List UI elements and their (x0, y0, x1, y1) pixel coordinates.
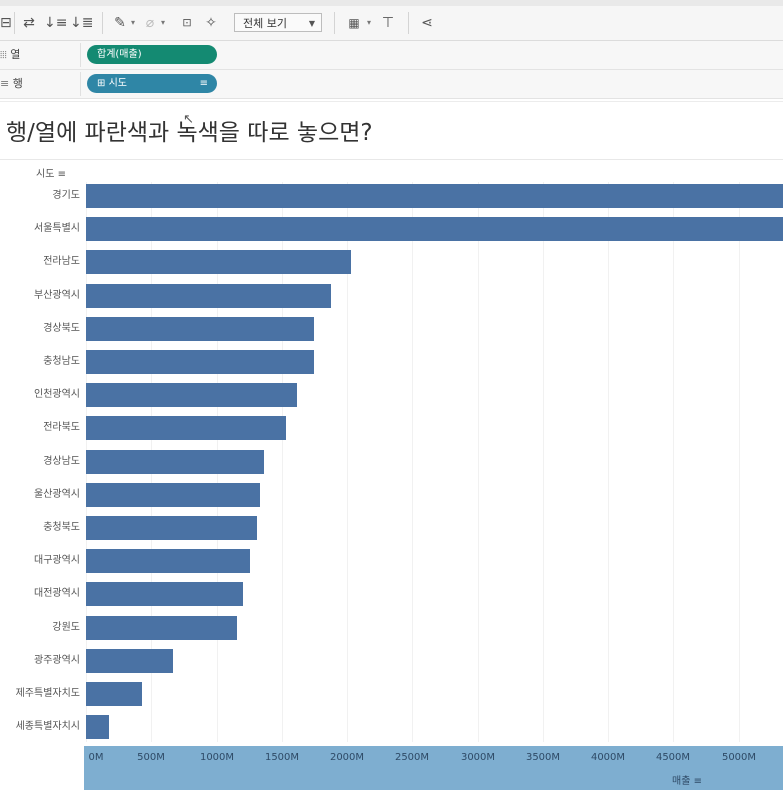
dimension-plus-icon: ⊞ (97, 78, 109, 89)
y-tick-label: 세종특별자치시 (15, 721, 80, 732)
gridline (478, 182, 479, 742)
y-tick-label: 경상북도 (43, 323, 80, 334)
sort-descending-icon[interactable]: ↓≣ (70, 15, 94, 31)
y-tick-label: 울산광역시 (34, 489, 80, 500)
show-me-icon[interactable]: ▦ (348, 16, 360, 30)
toolbar-separator (102, 12, 103, 34)
bar[interactable] (86, 350, 314, 374)
y-tick-label: 경상남도 (43, 456, 80, 467)
gridline (608, 182, 609, 742)
x-tick-label: 4000M (590, 752, 626, 763)
x-tick-label: 5000M (721, 752, 757, 763)
text-label-icon[interactable]: ⊡ (182, 16, 192, 29)
title-bar: 행/열에 파란색과 녹색을 따로 놓으면? ↖ (0, 101, 783, 160)
bar[interactable] (86, 715, 109, 739)
y-tick-label: 대전광역시 (34, 588, 80, 599)
highlighter-icon[interactable]: ✎ (114, 15, 126, 31)
presentation-icon[interactable]: ⊤ (381, 15, 395, 31)
gridline (739, 182, 740, 742)
y-tick-label: 서울특별시 (34, 223, 80, 234)
columns-pill[interactable]: 합계(매출) (87, 45, 217, 64)
x-tick-label: 2500M (394, 752, 430, 763)
gridline (282, 182, 283, 742)
view-select[interactable]: 전체 보기 ▼ (234, 13, 322, 32)
shelf-divider (80, 43, 81, 67)
x-tick-label: 1000M (199, 752, 235, 763)
y-tick-label: 전라북도 (43, 422, 80, 433)
swap-icon[interactable]: ⇄ (23, 15, 35, 31)
page-title: 행/열에 파란색과 녹색을 따로 놓으면? (6, 120, 373, 146)
rows-icon: ≡ (0, 77, 10, 90)
bar[interactable] (86, 682, 142, 706)
bar[interactable] (86, 516, 257, 540)
gridline (412, 182, 413, 742)
bar[interactable] (86, 184, 783, 208)
bar[interactable] (86, 649, 173, 673)
x-tick-label: 0M (88, 752, 104, 763)
bar[interactable] (86, 483, 260, 507)
toolbar-edge: ⊟ (0, 15, 12, 31)
view-select-value: 전체 보기 (243, 17, 287, 30)
toolbar: ⊟ ⇄ ↓≡ ↓≣ ✎ ▾ ⌀ ▾ ⊡ ✧ 전체 보기 ▼ ▦ ▾ ⊤ ⋖ (0, 6, 783, 41)
bar[interactable] (86, 450, 264, 474)
bar[interactable] (86, 416, 286, 440)
y-tick-label: 경기도 (52, 190, 80, 201)
bar[interactable] (86, 383, 297, 407)
y-tick-label: 강원도 (52, 622, 80, 633)
x-tick-label: 2000M (329, 752, 365, 763)
bar[interactable] (86, 616, 237, 640)
mouse-cursor-icon: ↖ (183, 112, 194, 127)
y-tick-label: 제주특별자치도 (15, 688, 80, 699)
x-tick-label: 500M (137, 752, 165, 763)
y-tick-label: 충청북도 (43, 522, 80, 533)
x-axis-title[interactable]: 매출 ≡ (672, 776, 702, 787)
clip-icon[interactable]: ⌀ (145, 15, 155, 31)
pin-icon[interactable]: ✧ (205, 15, 217, 31)
y-tick-label: 인천광역시 (34, 389, 80, 400)
columns-icon: ⦙⦙⦙ (0, 50, 7, 61)
rows-pill-label: 시도 (108, 78, 127, 89)
y-axis-header[interactable]: 시도 ≡ (36, 169, 66, 180)
rows-shelf-label: ≡ 행 (0, 77, 23, 90)
y-tick-label: 광주광역시 (34, 655, 80, 666)
y-tick-label: 전라남도 (43, 256, 80, 267)
toolbar-separator (14, 12, 15, 34)
chevron-down-icon[interactable]: ▾ (160, 18, 165, 27)
shelf-divider (80, 72, 81, 96)
bar[interactable] (86, 217, 783, 241)
sort-descending-icon: ≡ (57, 169, 66, 180)
bar[interactable] (86, 582, 243, 606)
toolbar-separator (408, 12, 409, 34)
columns-pill-label: 합계(매출) (97, 49, 142, 60)
x-axis-band (84, 746, 783, 790)
bar[interactable] (86, 317, 314, 341)
x-tick-label: 3500M (525, 752, 561, 763)
y-tick-label: 충청남도 (43, 356, 80, 367)
sort-descending-icon: ≡ (693, 776, 702, 787)
y-tick-label: 대구광역시 (34, 555, 80, 566)
chevron-down-icon[interactable]: ▾ (366, 18, 371, 27)
gridline (347, 182, 348, 742)
sort-ascending-icon[interactable]: ↓≡ (44, 15, 68, 31)
x-tick-label: 3000M (460, 752, 496, 763)
sort-descending-icon: ≡ (199, 78, 208, 89)
gridline (673, 182, 674, 742)
y-tick-label: 부산광역시 (34, 290, 80, 301)
chevron-down-icon[interactable]: ▾ (130, 18, 135, 27)
gridline (543, 182, 544, 742)
bar[interactable] (86, 549, 250, 573)
rows-pill[interactable]: ⊞ 시도 ≡ (87, 74, 217, 93)
toolbar-separator (334, 12, 335, 34)
x-tick-label: 4500M (655, 752, 691, 763)
chevron-down-icon: ▼ (308, 19, 315, 28)
bar[interactable] (86, 250, 351, 274)
bar[interactable] (86, 284, 331, 308)
x-tick-label: 1500M (264, 752, 300, 763)
share-icon[interactable]: ⋖ (421, 15, 433, 31)
columns-shelf[interactable]: ⦙⦙⦙ 열 합계(매출) (0, 41, 783, 70)
columns-shelf-label: ⦙⦙⦙ 열 (0, 48, 21, 61)
rows-shelf[interactable]: ≡ 행 ⊞ 시도 ≡ (0, 70, 783, 99)
